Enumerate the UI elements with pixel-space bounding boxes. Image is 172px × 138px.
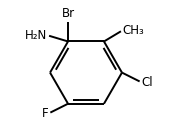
Text: Cl: Cl xyxy=(141,76,153,89)
Text: F: F xyxy=(42,107,49,120)
Text: Br: Br xyxy=(61,7,75,20)
Text: CH₃: CH₃ xyxy=(122,24,144,37)
Text: H₂N: H₂N xyxy=(25,29,47,42)
